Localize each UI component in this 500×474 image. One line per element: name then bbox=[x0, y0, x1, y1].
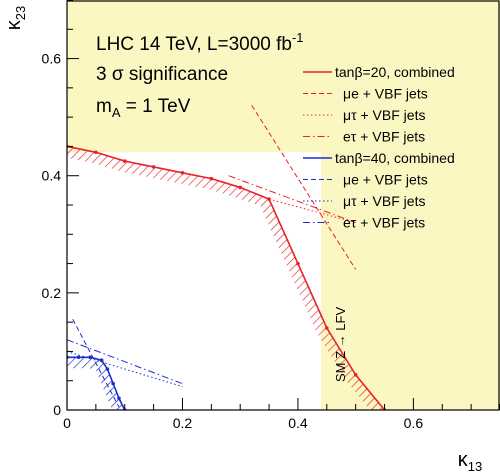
data-point bbox=[353, 373, 358, 377]
series-line bbox=[67, 350, 183, 388]
data-point bbox=[76, 355, 81, 360]
x-axis-label-sub: 13 bbox=[468, 459, 482, 474]
y-tick-label: 0.2 bbox=[42, 285, 62, 301]
series-line bbox=[268, 198, 356, 224]
data-point bbox=[94, 150, 98, 155]
legend-label: tanβ=20, combined bbox=[335, 64, 455, 80]
x-axis-label-main: κ bbox=[458, 449, 469, 471]
data-point bbox=[117, 396, 121, 401]
annotation-mass-m: m bbox=[96, 96, 112, 117]
legend-label: eτ + VBF jets bbox=[343, 129, 425, 145]
x-tick-label: 0.4 bbox=[288, 415, 308, 431]
data-point bbox=[105, 367, 110, 371]
series-line bbox=[72, 318, 120, 408]
legend-label: μτ + VBF jets bbox=[343, 107, 425, 123]
annotation-lhc: LHC 14 TeV, L=3000 fb-1 bbox=[96, 30, 304, 55]
series-line bbox=[67, 356, 126, 410]
legend-label: μe + VBF jets bbox=[343, 86, 428, 102]
x-tick-label: 0.2 bbox=[173, 415, 193, 431]
data-point bbox=[122, 159, 127, 163]
allowed-area bbox=[67, 152, 322, 411]
y-axis-label-main: κ bbox=[3, 19, 25, 30]
annotation-mass: mA = 1 TeV bbox=[96, 96, 191, 120]
y-tick-label: 0.6 bbox=[42, 51, 62, 67]
series-lines bbox=[67, 105, 387, 410]
data-point bbox=[88, 355, 92, 360]
x-axis-label: κ13 bbox=[458, 449, 482, 474]
y-axis-label-sub: 23 bbox=[13, 6, 28, 20]
uncertainty-bands bbox=[67, 146, 385, 410]
series-line bbox=[228, 175, 356, 224]
y-tick-label: 0.4 bbox=[42, 168, 62, 184]
annotation-mass-sub: A bbox=[112, 105, 121, 120]
annotation-lhc-sup: -1 bbox=[292, 30, 304, 45]
annotation-block: LHC 14 TeV, L=3000 fb-1 3 σ significance… bbox=[96, 30, 304, 120]
annotation-significance: 3 σ significance bbox=[96, 64, 228, 85]
annotation-lhc-main: LHC 14 TeV, L=3000 fb bbox=[96, 34, 292, 55]
legend-label: μτ + VBF jets bbox=[343, 193, 425, 209]
series-line bbox=[251, 105, 357, 270]
series-line bbox=[67, 339, 183, 385]
uncertainty-band bbox=[67, 357, 125, 410]
data-point bbox=[111, 381, 115, 386]
x-tick-label: 0 bbox=[63, 415, 71, 431]
series-line bbox=[67, 145, 386, 410]
uncertainty-band bbox=[67, 146, 385, 410]
annotation-mass-rest: = 1 TeV bbox=[121, 96, 191, 117]
data-point bbox=[238, 185, 242, 190]
legend-label: eτ + VBF jets bbox=[343, 215, 425, 231]
data-point bbox=[209, 176, 214, 181]
x-tick-label: 0.6 bbox=[404, 415, 424, 431]
data-point bbox=[99, 358, 104, 363]
data-point bbox=[151, 165, 156, 169]
data-point bbox=[325, 326, 329, 330]
excluded-region bbox=[67, 0, 500, 411]
legend: tanβ=20, combined μe + VBF jets μτ + VBF j… bbox=[303, 64, 455, 231]
data-point bbox=[296, 261, 300, 266]
axis-ticks: 0 0.2 0.4 0.6 0 0.2 0.4 0.6 bbox=[42, 0, 500, 431]
legend-label: tanβ=40, combined bbox=[335, 150, 455, 166]
sm-z-lfv-label: SM Z → LFV bbox=[333, 307, 348, 382]
data-point bbox=[180, 170, 185, 175]
legend-label: μe + VBF jets bbox=[343, 172, 428, 188]
y-tick-label: 0 bbox=[53, 402, 61, 418]
y-axis-label: κ23 bbox=[3, 6, 28, 30]
